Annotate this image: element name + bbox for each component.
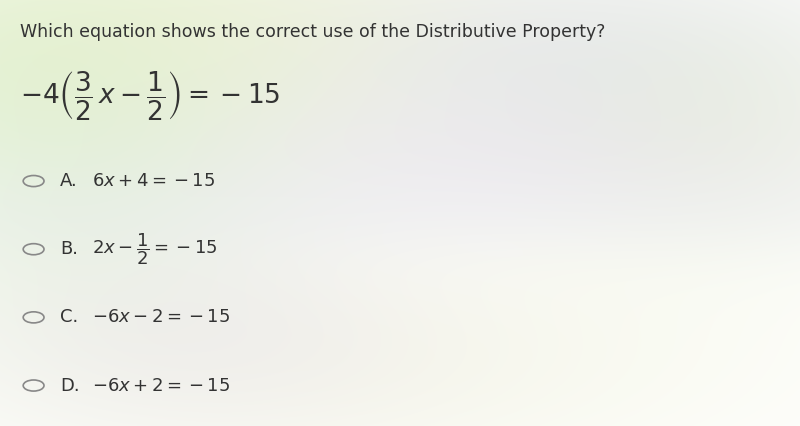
Text: $-6x + 2 = -15$: $-6x + 2 = -15$ [92, 377, 230, 394]
Text: A.: A. [60, 172, 78, 190]
Text: $-4\left(\dfrac{3}{2}\,x - \dfrac{1}{2}\right) = -15$: $-4\left(\dfrac{3}{2}\,x - \dfrac{1}{2}\… [20, 69, 281, 122]
Text: $2x - \dfrac{1}{2} = -15$: $2x - \dfrac{1}{2} = -15$ [92, 231, 218, 267]
Text: $-6x - 2 = -15$: $-6x - 2 = -15$ [92, 308, 230, 326]
Text: D.: D. [60, 377, 80, 394]
Text: C.: C. [60, 308, 78, 326]
Text: Which equation shows the correct use of the Distributive Property?: Which equation shows the correct use of … [20, 23, 606, 41]
Text: $6x + 4 = -15$: $6x + 4 = -15$ [92, 172, 215, 190]
Text: B.: B. [60, 240, 78, 258]
